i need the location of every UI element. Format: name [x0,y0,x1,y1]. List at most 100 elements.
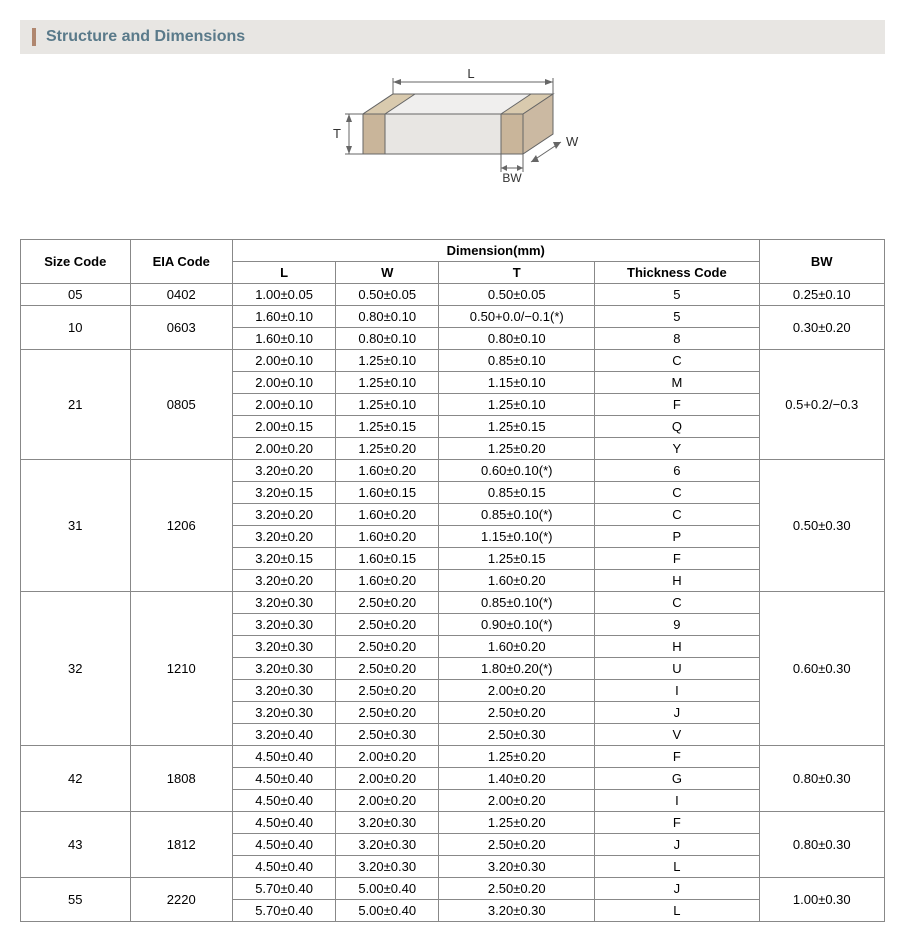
cell-bw: 0.60±0.30 [759,592,884,746]
cell-t: 1.25±0.20 [439,438,595,460]
cell-tc: L [595,900,759,922]
cell-tc: C [595,592,759,614]
cell-l: 1.00±0.05 [233,284,336,306]
col-t: T [439,262,595,284]
cell-eia-code: 1812 [130,812,233,878]
cell-w: 0.50±0.05 [336,284,439,306]
cell-tc: I [595,680,759,702]
cell-w: 2.50±0.20 [336,658,439,680]
cell-w: 2.50±0.20 [336,592,439,614]
table-row: 4218084.50±0.402.00±0.201.25±0.20F0.80±0… [21,746,885,768]
cell-bw: 0.80±0.30 [759,812,884,878]
cell-w: 2.50±0.20 [336,636,439,658]
cell-t: 3.20±0.30 [439,900,595,922]
cell-t: 1.40±0.20 [439,768,595,790]
cell-t: 1.15±0.10 [439,372,595,394]
cell-t: 0.50±0.05 [439,284,595,306]
cell-t: 1.25±0.20 [439,746,595,768]
col-l: L [233,262,336,284]
section-header: Structure and Dimensions [20,20,885,54]
col-thickness-code: Thickness Code [595,262,759,284]
cell-bw: 0.5+0.2/−0.3 [759,350,884,460]
cell-l: 3.20±0.15 [233,548,336,570]
cell-tc: Y [595,438,759,460]
cell-eia-code: 0402 [130,284,233,306]
cell-w: 2.50±0.20 [336,614,439,636]
cell-eia-code: 1210 [130,592,233,746]
cell-w: 0.80±0.10 [336,306,439,328]
cell-l: 3.20±0.15 [233,482,336,504]
cell-tc: 9 [595,614,759,636]
cell-t: 0.90±0.10(*) [439,614,595,636]
cell-l: 2.00±0.10 [233,372,336,394]
table-header: Size Code EIA Code Dimension(mm) BW L W … [21,240,885,284]
cell-t: 1.25±0.10 [439,394,595,416]
cell-w: 1.60±0.20 [336,570,439,592]
cell-t: 1.25±0.20 [439,812,595,834]
cell-t: 0.50+0.0/−0.1(*) [439,306,595,328]
cell-w: 1.60±0.20 [336,504,439,526]
dimensions-table: Size Code EIA Code Dimension(mm) BW L W … [20,239,885,922]
cell-l: 5.70±0.40 [233,878,336,900]
cell-t: 1.25±0.15 [439,416,595,438]
cell-l: 4.50±0.40 [233,746,336,768]
cell-t: 1.60±0.20 [439,570,595,592]
cell-tc: 8 [595,328,759,350]
cell-tc: C [595,350,759,372]
component-diagram: L T W BW [20,64,885,219]
cell-w: 3.20±0.30 [336,834,439,856]
cell-w: 1.25±0.10 [336,350,439,372]
cell-t: 1.25±0.15 [439,548,595,570]
cell-l: 3.20±0.30 [233,680,336,702]
cell-w: 1.60±0.15 [336,548,439,570]
cell-l: 3.20±0.30 [233,592,336,614]
cell-eia-code: 2220 [130,878,233,922]
cell-bw: 0.50±0.30 [759,460,884,592]
cell-eia-code: 1808 [130,746,233,812]
cell-t: 2.50±0.30 [439,724,595,746]
cell-t: 2.50±0.20 [439,834,595,856]
table-row: 1006031.60±0.100.80±0.100.50+0.0/−0.1(*)… [21,306,885,328]
cell-size-code: 31 [21,460,131,592]
cell-t: 0.60±0.10(*) [439,460,595,482]
cell-l: 5.70±0.40 [233,900,336,922]
cell-w: 1.60±0.15 [336,482,439,504]
cell-tc: J [595,834,759,856]
cell-t: 2.00±0.20 [439,680,595,702]
col-size-code: Size Code [21,240,131,284]
cell-t: 0.85±0.10 [439,350,595,372]
cell-w: 1.25±0.10 [336,372,439,394]
cell-size-code: 21 [21,350,131,460]
col-eia-code: EIA Code [130,240,233,284]
svg-text:W: W [566,134,579,149]
cell-w: 2.50±0.30 [336,724,439,746]
cell-w: 1.25±0.15 [336,416,439,438]
cell-tc: Q [595,416,759,438]
cell-l: 3.20±0.40 [233,724,336,746]
cell-eia-code: 0603 [130,306,233,350]
cell-t: 1.60±0.20 [439,636,595,658]
cell-l: 3.20±0.30 [233,702,336,724]
table-row: 2108052.00±0.101.25±0.100.85±0.10C0.5+0.… [21,350,885,372]
svg-text:T: T [333,126,341,141]
cell-l: 3.20±0.20 [233,504,336,526]
cell-w: 1.25±0.10 [336,394,439,416]
cell-bw: 0.80±0.30 [759,746,884,812]
cell-w: 2.50±0.20 [336,702,439,724]
cell-eia-code: 0805 [130,350,233,460]
cell-t: 3.20±0.30 [439,856,595,878]
cell-tc: M [595,372,759,394]
cell-l: 4.50±0.40 [233,834,336,856]
cell-l: 4.50±0.40 [233,812,336,834]
cell-l: 2.00±0.10 [233,350,336,372]
col-dimension-group: Dimension(mm) [233,240,760,262]
cell-tc: V [595,724,759,746]
cell-w: 5.00±0.40 [336,900,439,922]
cell-w: 0.80±0.10 [336,328,439,350]
cell-t: 0.85±0.10(*) [439,592,595,614]
cell-l: 2.00±0.20 [233,438,336,460]
cell-tc: 5 [595,306,759,328]
cell-w: 5.00±0.40 [336,878,439,900]
cell-eia-code: 1206 [130,460,233,592]
cell-size-code: 43 [21,812,131,878]
